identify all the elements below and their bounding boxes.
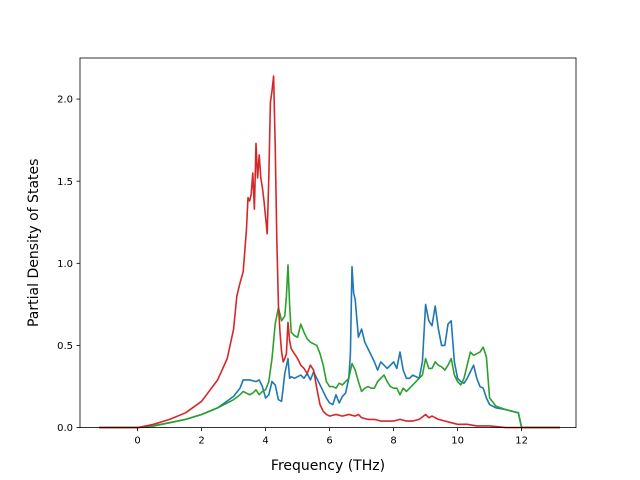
- plot-lines: [99, 75, 560, 429]
- y-axis-label: Partial Density of States: [26, 159, 42, 327]
- y-tick-label: 1.0: [57, 259, 73, 270]
- series-line-3: [99, 75, 560, 429]
- series-line-1: [99, 265, 560, 429]
- x-axis-label: Frequency (THz): [271, 458, 385, 474]
- x-tick-label: 10: [451, 436, 464, 447]
- x-tick-label: 4: [262, 436, 268, 447]
- y-tick-label: 2.0: [57, 95, 73, 106]
- y-tick-label: 0.0: [57, 423, 73, 434]
- x-tick-label: 6: [326, 436, 332, 447]
- series-line-2: [99, 264, 560, 429]
- y-tick-label: 1.5: [57, 177, 73, 188]
- x-tick-label: 8: [390, 436, 396, 447]
- x-tick-label: 12: [515, 436, 528, 447]
- x-tick-label: 0: [134, 436, 140, 447]
- x-tick-label: 2: [198, 436, 204, 447]
- y-tick-label: 0.5: [57, 341, 73, 352]
- x-axis-ticks: 0 2 4 6 8 10 12: [134, 427, 528, 447]
- axes-frame: [79, 57, 577, 429]
- y-axis-ticks: 0.0 0.5 1.0 1.5 2.0: [57, 95, 80, 434]
